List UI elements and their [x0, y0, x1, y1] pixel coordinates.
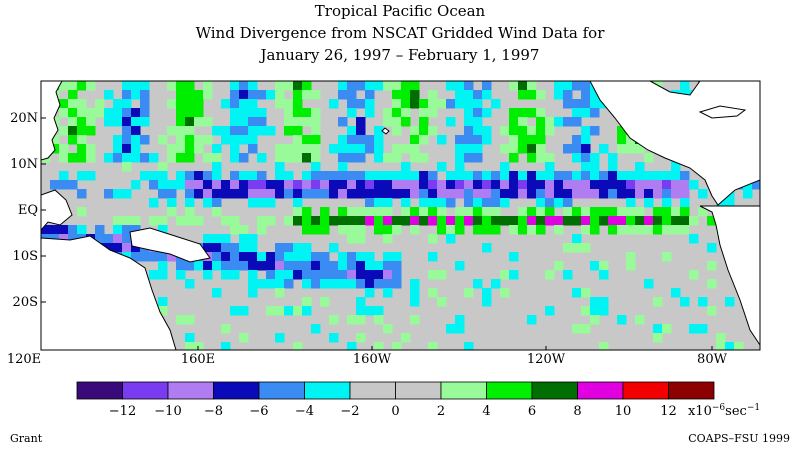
longitude-labels: 120E 160E 160W 120W 80W: [7, 346, 728, 367]
colorbar-label: 0: [391, 404, 399, 419]
land-asia: [41, 81, 63, 161]
colorbar-swatch: [213, 381, 260, 400]
lon-label: 120E: [7, 352, 41, 367]
colorbar-swatch: [76, 381, 123, 400]
colorbar-label: 10: [615, 404, 632, 419]
map-frame: [40, 80, 761, 351]
lat-label: 10N: [10, 157, 38, 172]
colorbar-swatch: [531, 381, 578, 400]
colorbar-swatch: [167, 381, 214, 400]
title-line-3: January 26, 1997 – February 1, 1997: [260, 46, 540, 64]
colorbar-label: 4: [482, 404, 490, 419]
colorbar-swatch: [668, 381, 715, 400]
lon-label: 80W: [697, 352, 728, 367]
latitude-labels: 20N 10N EQ 10S 20S: [10, 111, 46, 310]
colorbar-swatch: [395, 381, 442, 400]
colorbar-swatch: [440, 381, 487, 400]
colorbar-swatch: [577, 381, 624, 400]
title-line-1: Tropical Pacific Ocean: [314, 2, 486, 20]
colorbar-labels: −12 −10 −8 −6 −4 −2 0 2 4 6 8 10 12: [109, 404, 677, 419]
lat-label: 20S: [13, 295, 38, 310]
colorbar-label: −12: [109, 404, 136, 419]
colorbar-label: −10: [154, 404, 181, 419]
colorbar-label: −4: [295, 404, 314, 419]
colorbar-label: 2: [437, 404, 445, 419]
colorbar-label: −2: [340, 404, 359, 419]
colorbar-swatch: [349, 381, 396, 400]
colorbar-label: −8: [204, 404, 223, 419]
land-borneo-sumatra: [41, 189, 73, 231]
lon-label: 120W: [527, 352, 566, 367]
colorbar-swatches: [76, 381, 715, 400]
lat-label: 10S: [13, 249, 38, 264]
land-hawaii: [381, 127, 390, 135]
title-line-2: Wind Divergence from NSCAT Gridded Wind …: [195, 24, 605, 42]
colorbar-swatch: [304, 381, 351, 400]
credit-right: COAPS–FSU 1999: [688, 432, 790, 445]
land-australia: [41, 235, 177, 350]
colorbar-swatch: [486, 381, 533, 400]
land-south-america: [699, 205, 760, 346]
lon-label: 160E: [181, 352, 215, 367]
colorbar-label: −6: [249, 404, 268, 419]
lat-label: 20N: [10, 111, 38, 126]
colorbar-label: 6: [528, 404, 536, 419]
colorbar-swatch: [622, 381, 669, 400]
colorbar-swatch: [122, 381, 169, 400]
credit-left: Grant: [10, 432, 43, 445]
lon-label: 160W: [353, 352, 392, 367]
land-new-guinea: [129, 227, 211, 263]
colorbar-units: x10−6sec−1: [688, 403, 760, 419]
land-masses: [41, 81, 760, 350]
colorbar-swatch: [258, 381, 305, 400]
land-cuba: [698, 105, 747, 119]
colorbar-label: 12: [660, 404, 677, 419]
colorbar-label: 8: [573, 404, 581, 419]
lat-label: EQ: [18, 203, 38, 218]
